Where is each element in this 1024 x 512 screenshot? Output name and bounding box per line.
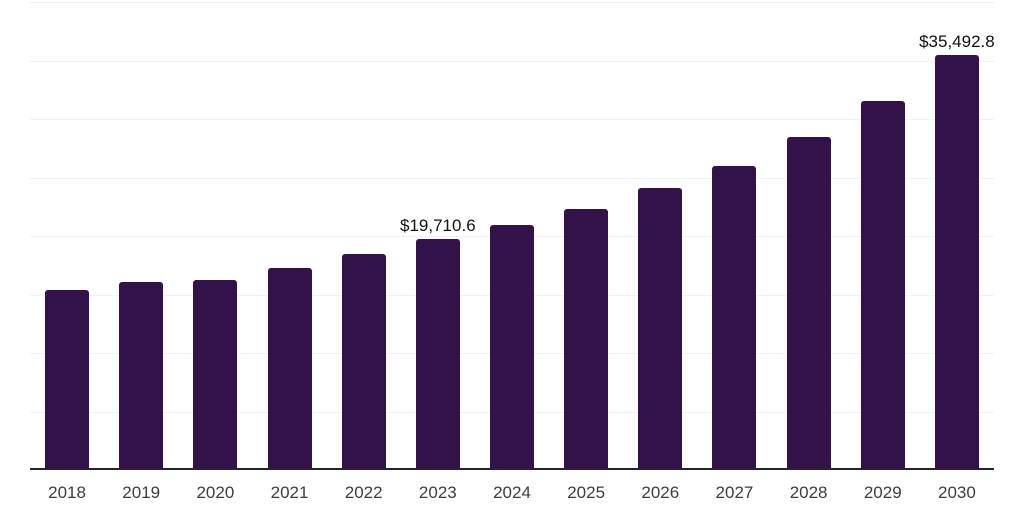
x-axis-line bbox=[30, 468, 994, 470]
bar-2029[interactable] bbox=[860, 100, 905, 470]
x-axis-label-2018: 2018 bbox=[48, 483, 86, 502]
bar-2022[interactable] bbox=[341, 254, 386, 470]
x-axis-label-2021: 2021 bbox=[270, 483, 309, 502]
x-axis-label-2026: 2026 bbox=[641, 483, 680, 502]
bar-value-label-2023: $19,710.6 bbox=[400, 216, 476, 236]
gridline bbox=[30, 119, 994, 120]
x-axis-label-2020: 2020 bbox=[196, 483, 235, 502]
bar-2018[interactable] bbox=[45, 290, 90, 470]
bar-2030[interactable] bbox=[934, 54, 979, 470]
bar-2024[interactable] bbox=[490, 225, 534, 470]
bar-2025[interactable] bbox=[564, 208, 609, 470]
gridline bbox=[30, 177, 994, 179]
bar-2019[interactable] bbox=[119, 282, 164, 470]
bar-2027[interactable] bbox=[712, 165, 757, 470]
x-axis-label-2030: 2030 bbox=[938, 483, 976, 502]
x-axis-label-2028: 2028 bbox=[789, 483, 828, 502]
x-axis-label-2023: 2023 bbox=[418, 483, 457, 502]
x-axis-label-2027: 2027 bbox=[715, 483, 754, 502]
bar-2028[interactable] bbox=[786, 136, 831, 470]
gridline bbox=[30, 2, 994, 3]
bar-2023[interactable] bbox=[415, 239, 460, 470]
x-axis-label-2029: 2029 bbox=[863, 483, 902, 502]
bar-value-label-2030: $35,492.8 bbox=[919, 31, 995, 51]
bar-2020[interactable] bbox=[193, 280, 238, 470]
gridline bbox=[30, 60, 994, 62]
x-axis-label-2024: 2024 bbox=[493, 483, 531, 502]
x-axis-label-2022: 2022 bbox=[344, 483, 383, 502]
x-axis-label-2025: 2025 bbox=[567, 483, 606, 502]
bar-2021[interactable] bbox=[267, 268, 312, 470]
x-axis-label-2019: 2019 bbox=[122, 483, 161, 502]
bar-2026[interactable] bbox=[638, 188, 683, 470]
